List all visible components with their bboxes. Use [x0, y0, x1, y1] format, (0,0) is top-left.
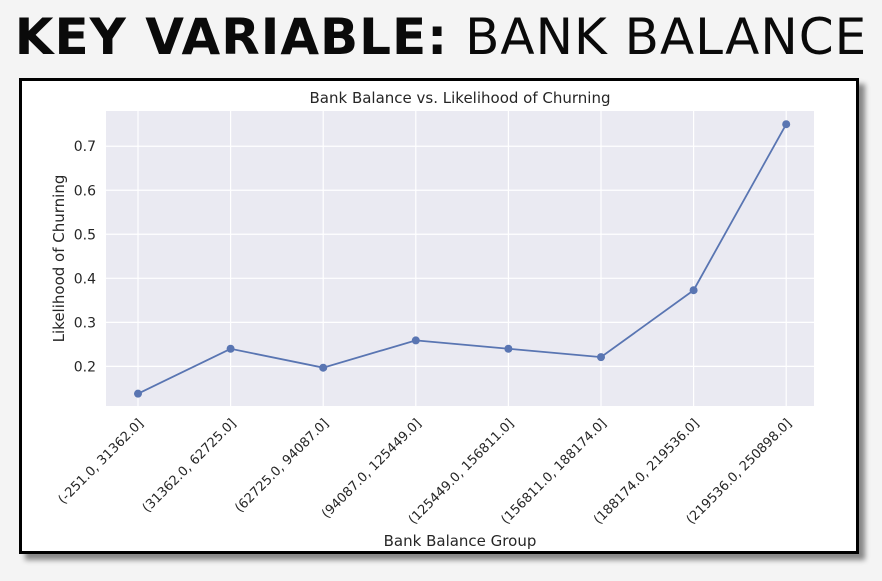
y-tick-label: 0.6 [74, 183, 96, 199]
data-point [411, 336, 420, 345]
y-tick-label: 0.7 [74, 139, 96, 155]
x-tick-label: (125449.0, 156811.0] [406, 416, 517, 527]
y-tick-label: 0.2 [74, 359, 96, 375]
data-point [226, 344, 235, 353]
data-point [597, 353, 605, 362]
heading-value: BANK BALANCE [465, 8, 868, 66]
x-tick-label: (94087.0, 125449.0] [319, 416, 425, 522]
heading-key: KEY VARIABLE: [14, 8, 449, 66]
y-tick-label: 0.5 [74, 227, 96, 243]
page-heading: KEY VARIABLE: BANK BALANCE [0, 4, 882, 70]
x-tick-label: (219536.0, 250898.0] [684, 416, 795, 527]
x-tick-label: (62725.0, 94087.0] [232, 416, 332, 516]
x-tick-label: (156811.0, 188174.0] [498, 416, 609, 527]
x-axis-label: Bank Balance Group [384, 532, 537, 550]
line-chart: 0.2 0.3 0.4 0.5 0.6 0.7 (-251.0, 31362.0](313… [50, 89, 814, 550]
x-tick-label: (31362.0, 62725.0] [140, 416, 240, 516]
y-tick-label: 0.3 [74, 315, 96, 331]
x-tick-label: (-251.0, 31362.0] [56, 416, 147, 507]
x-tick-label: (188174.0, 219536.0] [591, 416, 702, 527]
y-axis-label: Likelihood of Churning [50, 175, 68, 343]
data-point [319, 363, 328, 372]
data-point [504, 344, 513, 353]
plot-area [106, 111, 814, 406]
data-point [689, 286, 698, 295]
y-tick-label: 0.4 [74, 271, 96, 287]
series-line [137, 123, 787, 395]
data-point [782, 120, 791, 129]
data-point [134, 389, 142, 398]
chart-title: Bank Balance vs. Likelihood of Churning [310, 89, 611, 107]
chart-frame: 0.2 0.3 0.4 0.5 0.6 0.7 (-251.0, 31362.0] (313… [19, 78, 859, 554]
